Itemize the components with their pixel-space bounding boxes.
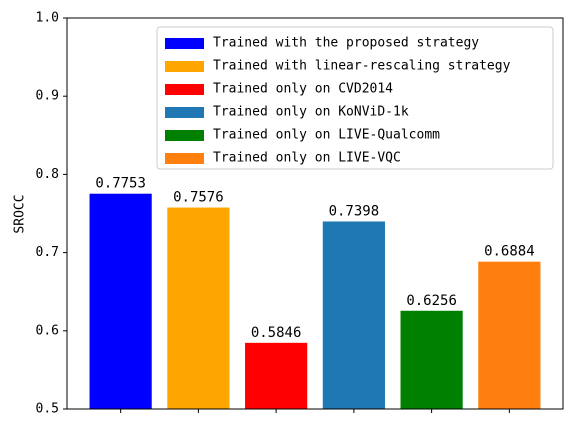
y-tick-label: 0.5 (36, 402, 59, 417)
legend-label: Trained only on KoNViD-1k (213, 105, 409, 120)
bar (478, 261, 541, 409)
legend-box (156, 26, 554, 170)
legend-label: Trained only on LIVE-Qualcomm (213, 128, 440, 143)
y-tick-label: 0.8 (36, 167, 59, 182)
data-label: 0.7753 (95, 176, 146, 192)
y-tick-label: 0.9 (36, 89, 59, 104)
legend-swatch (165, 38, 204, 49)
legend-swatch (165, 84, 204, 95)
bar (245, 342, 308, 409)
y-tick-label: 0.6 (36, 323, 59, 338)
y-tick-label: 0.7 (36, 245, 59, 260)
y-axis-label: SROCC (13, 194, 28, 233)
data-label: 0.5846 (251, 325, 302, 341)
legend-label: Trained only on CVD2014 (213, 82, 393, 97)
bar (167, 207, 230, 409)
legend-label: Trained only on LIVE-VQC (213, 151, 401, 166)
bar (89, 193, 152, 409)
data-label: 0.7398 (329, 203, 380, 219)
legend-swatch (165, 61, 204, 72)
y-tick-label: 1.0 (36, 11, 59, 26)
legend-swatch (165, 107, 204, 118)
data-label: 0.6884 (484, 244, 535, 260)
plot-frame (66, 17, 564, 410)
legend-swatch (165, 130, 204, 141)
legend-label: Trained with linear-rescaling strategy (213, 59, 511, 74)
legend-label: Trained with the proposed strategy (213, 36, 479, 51)
data-label: 0.7576 (173, 190, 224, 206)
bar (322, 221, 385, 409)
bar (400, 310, 463, 409)
data-label: 0.6256 (406, 293, 457, 309)
legend-swatch (165, 153, 204, 164)
